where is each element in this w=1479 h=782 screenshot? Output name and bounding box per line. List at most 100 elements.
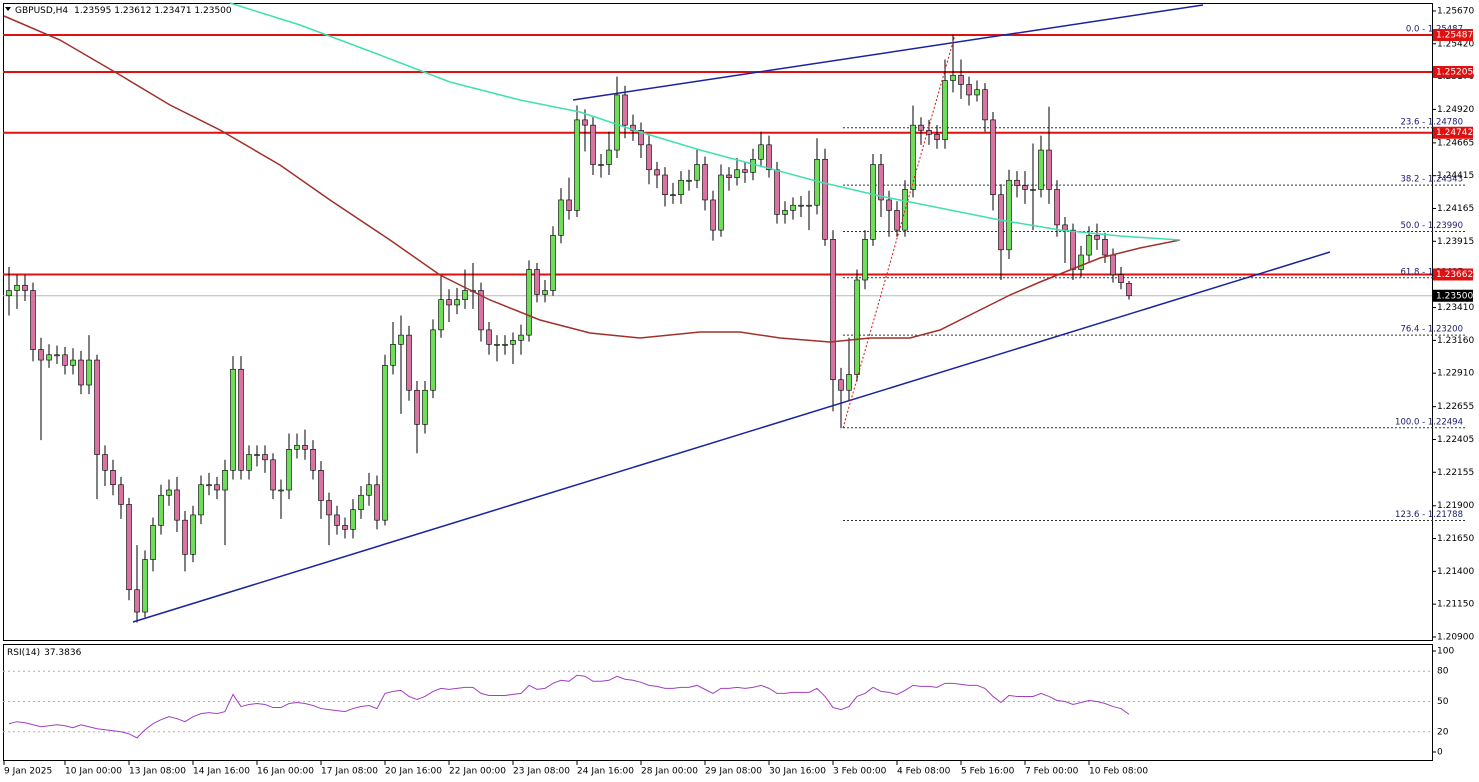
candle-body (438, 299, 444, 331)
y-tick-label: 1.25420 (1437, 39, 1474, 49)
fib-label: 50.0 - 1.23990 (1400, 221, 1463, 231)
candle-body (822, 158, 828, 240)
candle-body (398, 334, 404, 345)
moving-average-fast (229, 2, 1181, 241)
candle-body (990, 119, 996, 195)
candle-body (134, 589, 140, 613)
candle-body (582, 119, 588, 126)
candle-body (694, 164, 700, 181)
candle-body (894, 210, 900, 231)
candle-body (366, 484, 372, 496)
candle-body (206, 484, 212, 487)
quote: 1.23595 1.23612 1.23471 1.23500 (74, 6, 232, 16)
x-tick-label: 7 Feb 00:00 (1025, 767, 1079, 777)
candle-body (598, 164, 604, 166)
x-tick-label: 4 Feb 08:00 (897, 767, 951, 777)
candle-body (374, 484, 380, 521)
fib-label: 100.0 - 1.22494 (1395, 417, 1463, 427)
y-tick-label: 1.25670 (1437, 6, 1474, 16)
candle-body (702, 164, 708, 201)
price-pane (3, 3, 1433, 641)
candle-body (526, 269, 532, 336)
trendline-resistance (572, 4, 1204, 101)
candle-body (614, 94, 620, 151)
candle-body (182, 519, 188, 555)
x-tick-label: 29 Jan 08:00 (705, 767, 762, 777)
rsi-tick-label: 0 (1437, 748, 1443, 758)
rsi-pane (3, 644, 1433, 761)
fib-label: 38.2 - 1.24343 (1400, 175, 1463, 185)
candle-body (1006, 179, 1012, 251)
y-tick-label: 1.21900 (1437, 501, 1474, 511)
moving-average-slow (3, 15, 1181, 343)
x-tick-label: 14 Jan 16:00 (193, 767, 250, 777)
candle-body (1126, 282, 1132, 297)
y-tick-label: 1.23410 (1437, 303, 1474, 313)
rsi-header: RSI(14) 37.3836 (7, 648, 82, 658)
candle-body (406, 334, 412, 391)
candle-body (742, 169, 748, 173)
candle-body (1070, 229, 1076, 270)
candle-body (70, 359, 76, 366)
candle-body (734, 169, 740, 178)
candle-body (542, 290, 548, 295)
candle-body (798, 204, 804, 207)
x-tick-label: 23 Jan 08:00 (513, 767, 570, 777)
y-tick-label: 1.24665 (1437, 138, 1474, 148)
candle-body (638, 130, 644, 146)
x-tick-label: 28 Jan 00:00 (641, 767, 698, 777)
fib-label: 76.4 - 1.23200 (1400, 325, 1463, 335)
candle-body (862, 239, 868, 281)
candle-body (766, 144, 772, 171)
candle-body (86, 359, 92, 386)
candle-body (150, 525, 156, 560)
candle-body (590, 124, 596, 165)
level-box (1433, 28, 1473, 41)
rsi-tick-label: 80 (1437, 667, 1449, 677)
candle-body (294, 445, 300, 450)
candle-body (326, 500, 332, 516)
candle-body (678, 179, 684, 195)
candle-body (878, 164, 884, 201)
candle-body (262, 454, 268, 461)
x-tick-label: 3 Feb 00:00 (833, 767, 887, 777)
candle-body (710, 199, 716, 231)
x-tick-label: 20 Jan 16:00 (385, 767, 442, 777)
candle-body (998, 194, 1004, 251)
candles-layer (6, 34, 1132, 623)
candle-body (774, 169, 780, 215)
candle-body (790, 204, 796, 211)
candle-body (686, 179, 692, 182)
candle-body (1046, 149, 1052, 190)
candle-body (22, 284, 28, 291)
candle-body (726, 174, 732, 178)
candle-body (622, 94, 628, 126)
candle-body (1078, 254, 1084, 270)
rsi-tick-label: 100 (1437, 647, 1454, 657)
fib-anchor-line (842, 34, 956, 429)
x-tick-label: 16 Jan 00:00 (257, 767, 314, 777)
x-tick-label: 22 Jan 00:00 (449, 767, 506, 777)
candle-body (102, 454, 108, 471)
candle-body (510, 340, 516, 345)
y-tick-label: 1.20900 (1437, 632, 1474, 642)
current-price-label: 1.23500 (1436, 291, 1473, 301)
candle-body (974, 89, 980, 96)
candle-body (518, 334, 524, 341)
candle-body (1030, 189, 1036, 191)
candle-body (750, 158, 756, 173)
chart-header: GBPUSD,H4 1.23595 1.23612 1.23471 1.23500 (15, 6, 232, 16)
candle-body (934, 134, 940, 140)
candle-body (646, 144, 652, 171)
candle-body (414, 389, 420, 425)
candle-body (494, 344, 500, 346)
candle-body (462, 290, 468, 300)
rsi-line (8, 674, 1130, 739)
candle-body (654, 169, 660, 176)
candle-body (230, 368, 236, 471)
candle-body (94, 359, 100, 455)
candle-body (870, 164, 876, 240)
candle-body (198, 484, 204, 516)
candle-body (118, 484, 124, 505)
